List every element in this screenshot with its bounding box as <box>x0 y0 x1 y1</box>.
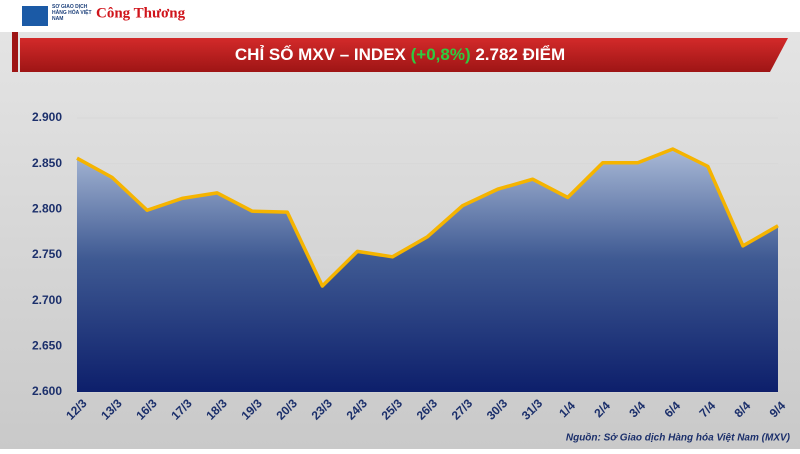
title-part: CHỈ SỐ MXV – INDEX <box>235 44 407 64</box>
logo-left: SỞ GIAO DỊCH HÀNG HÓA VIỆT NAM <box>22 4 92 26</box>
area <box>77 149 778 392</box>
logo-right: Công Thương <box>96 5 186 21</box>
banner-edge <box>12 32 18 72</box>
title-part: 2.782 ĐIỂM <box>475 45 565 64</box>
y-tick-label: 2.600 <box>32 384 62 398</box>
y-tick-label: 2.750 <box>32 247 62 261</box>
logo-left-box: SỞ GIAO DỊCH HÀNG HÓA VIỆT NAM <box>52 4 92 22</box>
chart-title: CHỈ SỐ MXV – INDEX (+0,8%) 2.782 ĐIỂM <box>235 44 565 64</box>
y-tick-label: 2.650 <box>32 339 62 353</box>
line <box>76 147 779 288</box>
source-note: Nguồn: Sở Giao dịch Hàng hóa Việt Nam (M… <box>566 432 791 444</box>
title-change: (+0,8%) <box>411 45 471 64</box>
title-banner <box>20 38 788 72</box>
y-tick-label: 2.900 <box>32 110 62 124</box>
y-tick-label: 2.800 <box>32 202 62 216</box>
y-tick-label: 2.850 <box>32 156 62 170</box>
logo-left-text: SỞ GIAO DỊCH HÀNG HÓA VIỆT NAM <box>52 4 92 22</box>
logo-icon <box>22 6 48 26</box>
header-bar <box>0 0 800 32</box>
y-tick-label: 2.700 <box>32 293 62 307</box>
